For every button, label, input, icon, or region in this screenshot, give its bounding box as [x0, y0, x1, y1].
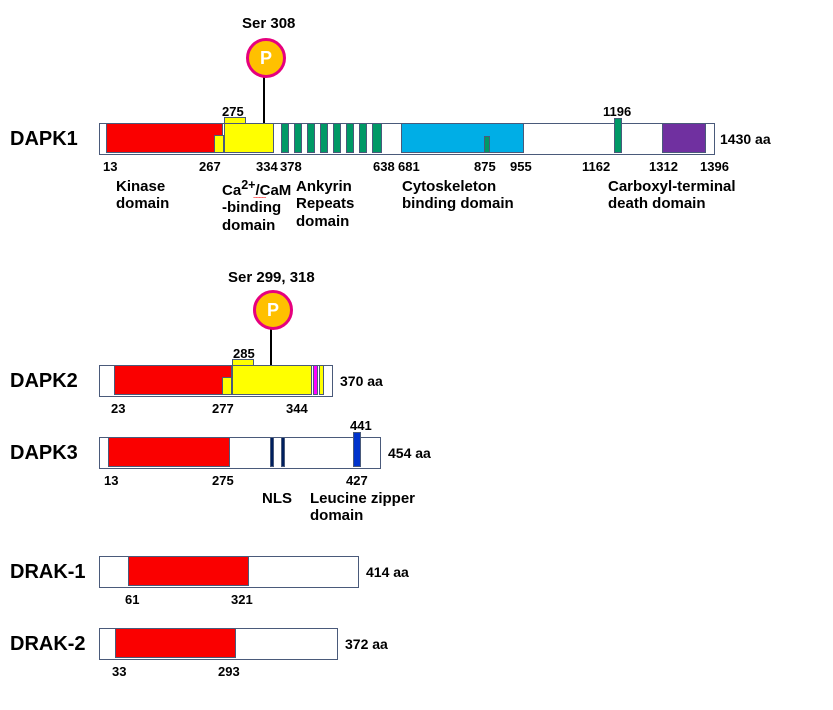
domain-block-ank6	[346, 123, 354, 153]
protein-label-dapk2: DAPK2	[10, 370, 78, 393]
protein-label-dapk3: DAPK3	[10, 442, 78, 465]
domain-block-kinase	[106, 123, 223, 153]
protein-label-drak2: DRAK-2	[10, 633, 86, 656]
position-label: 427	[346, 473, 368, 488]
position-label: 293	[218, 664, 240, 679]
position-label: 441	[350, 418, 372, 433]
protein-label-drak1: DRAK-1	[10, 561, 86, 584]
position-label: 344	[286, 401, 308, 416]
domain-label: Kinasedomain	[116, 178, 169, 213]
domain-label: Leucine zipperdomain	[310, 490, 415, 525]
aa-total-drak1: 414 aa	[366, 564, 409, 580]
domain-block-kinase	[128, 556, 249, 586]
position-label: 13	[104, 473, 118, 488]
domain-block-cam-notch	[214, 135, 224, 153]
position-label: 33	[112, 664, 126, 679]
domain-block-cyto-tick	[484, 136, 490, 153]
position-label: 955	[510, 159, 532, 174]
domain-block-cyto-tick-top	[614, 118, 622, 153]
position-label: 277	[212, 401, 234, 416]
domain-block-magenta	[313, 365, 318, 395]
diagram-canvas: DAPK1 1430 aa 275 1196 13 267 334378 638681 875 9…	[0, 0, 833, 710]
domain-label: AnkyrinRepeatsdomain	[296, 178, 354, 230]
domain-block-nls2	[281, 437, 285, 467]
position-label: 1312	[649, 159, 678, 174]
domain-block-death	[662, 123, 706, 153]
domain-block-ank2	[294, 123, 302, 153]
aa-total-dapk1: 1430 aa	[720, 131, 771, 147]
position-label: 1396	[700, 159, 729, 174]
aa-total-dapk3: 454 aa	[388, 445, 431, 461]
domain-label: Carboxyl-terminaldeath domain	[608, 178, 736, 213]
phospho-circle: P	[253, 290, 293, 330]
phospho-circle: P	[246, 38, 286, 78]
domain-label: Cytoskeletonbinding domain	[402, 178, 514, 213]
domain-block-ank8	[372, 123, 382, 153]
domain-block-cyto	[401, 123, 524, 153]
ser-label: Ser 299, 318	[228, 269, 315, 286]
protein-label-dapk1: DAPK1	[10, 128, 78, 151]
domain-label: NLS	[262, 490, 292, 507]
domain-block-ank4	[320, 123, 328, 153]
position-label: 1196	[603, 104, 631, 119]
domain-block-lz	[353, 432, 361, 467]
domain-block-nls1	[270, 437, 274, 467]
domain-block-kinase	[114, 365, 232, 395]
position-label: 321	[231, 592, 253, 607]
position-label: 875	[474, 159, 496, 174]
domain-block-ank7	[359, 123, 367, 153]
domain-block-kinase	[115, 628, 236, 658]
position-label: 13	[103, 159, 117, 174]
position-label: 275	[212, 473, 234, 488]
domain-block-cam	[224, 123, 274, 153]
ser-label: Ser 308	[242, 15, 295, 32]
domain-block-ank1	[281, 123, 289, 153]
position-label: 1162	[582, 159, 610, 174]
aa-total-drak2: 372 aa	[345, 636, 388, 652]
domain-block-kinase	[108, 437, 230, 467]
squiggle-underline: ~~~~	[253, 195, 265, 202]
aa-total-dapk2: 370 aa	[340, 373, 383, 389]
position-label: 275	[222, 104, 244, 119]
domain-block-cam	[232, 365, 312, 395]
position-label: 378	[280, 159, 302, 174]
position-label: 61	[125, 592, 139, 607]
position-label: 267	[199, 159, 221, 174]
position-label: 285	[233, 346, 255, 361]
domain-block-ank5	[333, 123, 341, 153]
position-label: 23	[111, 401, 125, 416]
domain-block-ank3	[307, 123, 315, 153]
position-label: 334	[256, 159, 278, 174]
position-label: 638	[373, 159, 395, 174]
domain-block-cam-notch	[222, 377, 232, 395]
domain-label: Ca2+/CaM-bindingdomain	[222, 178, 291, 234]
domain-block-magenta2	[319, 365, 324, 395]
position-label: 681	[398, 159, 420, 174]
